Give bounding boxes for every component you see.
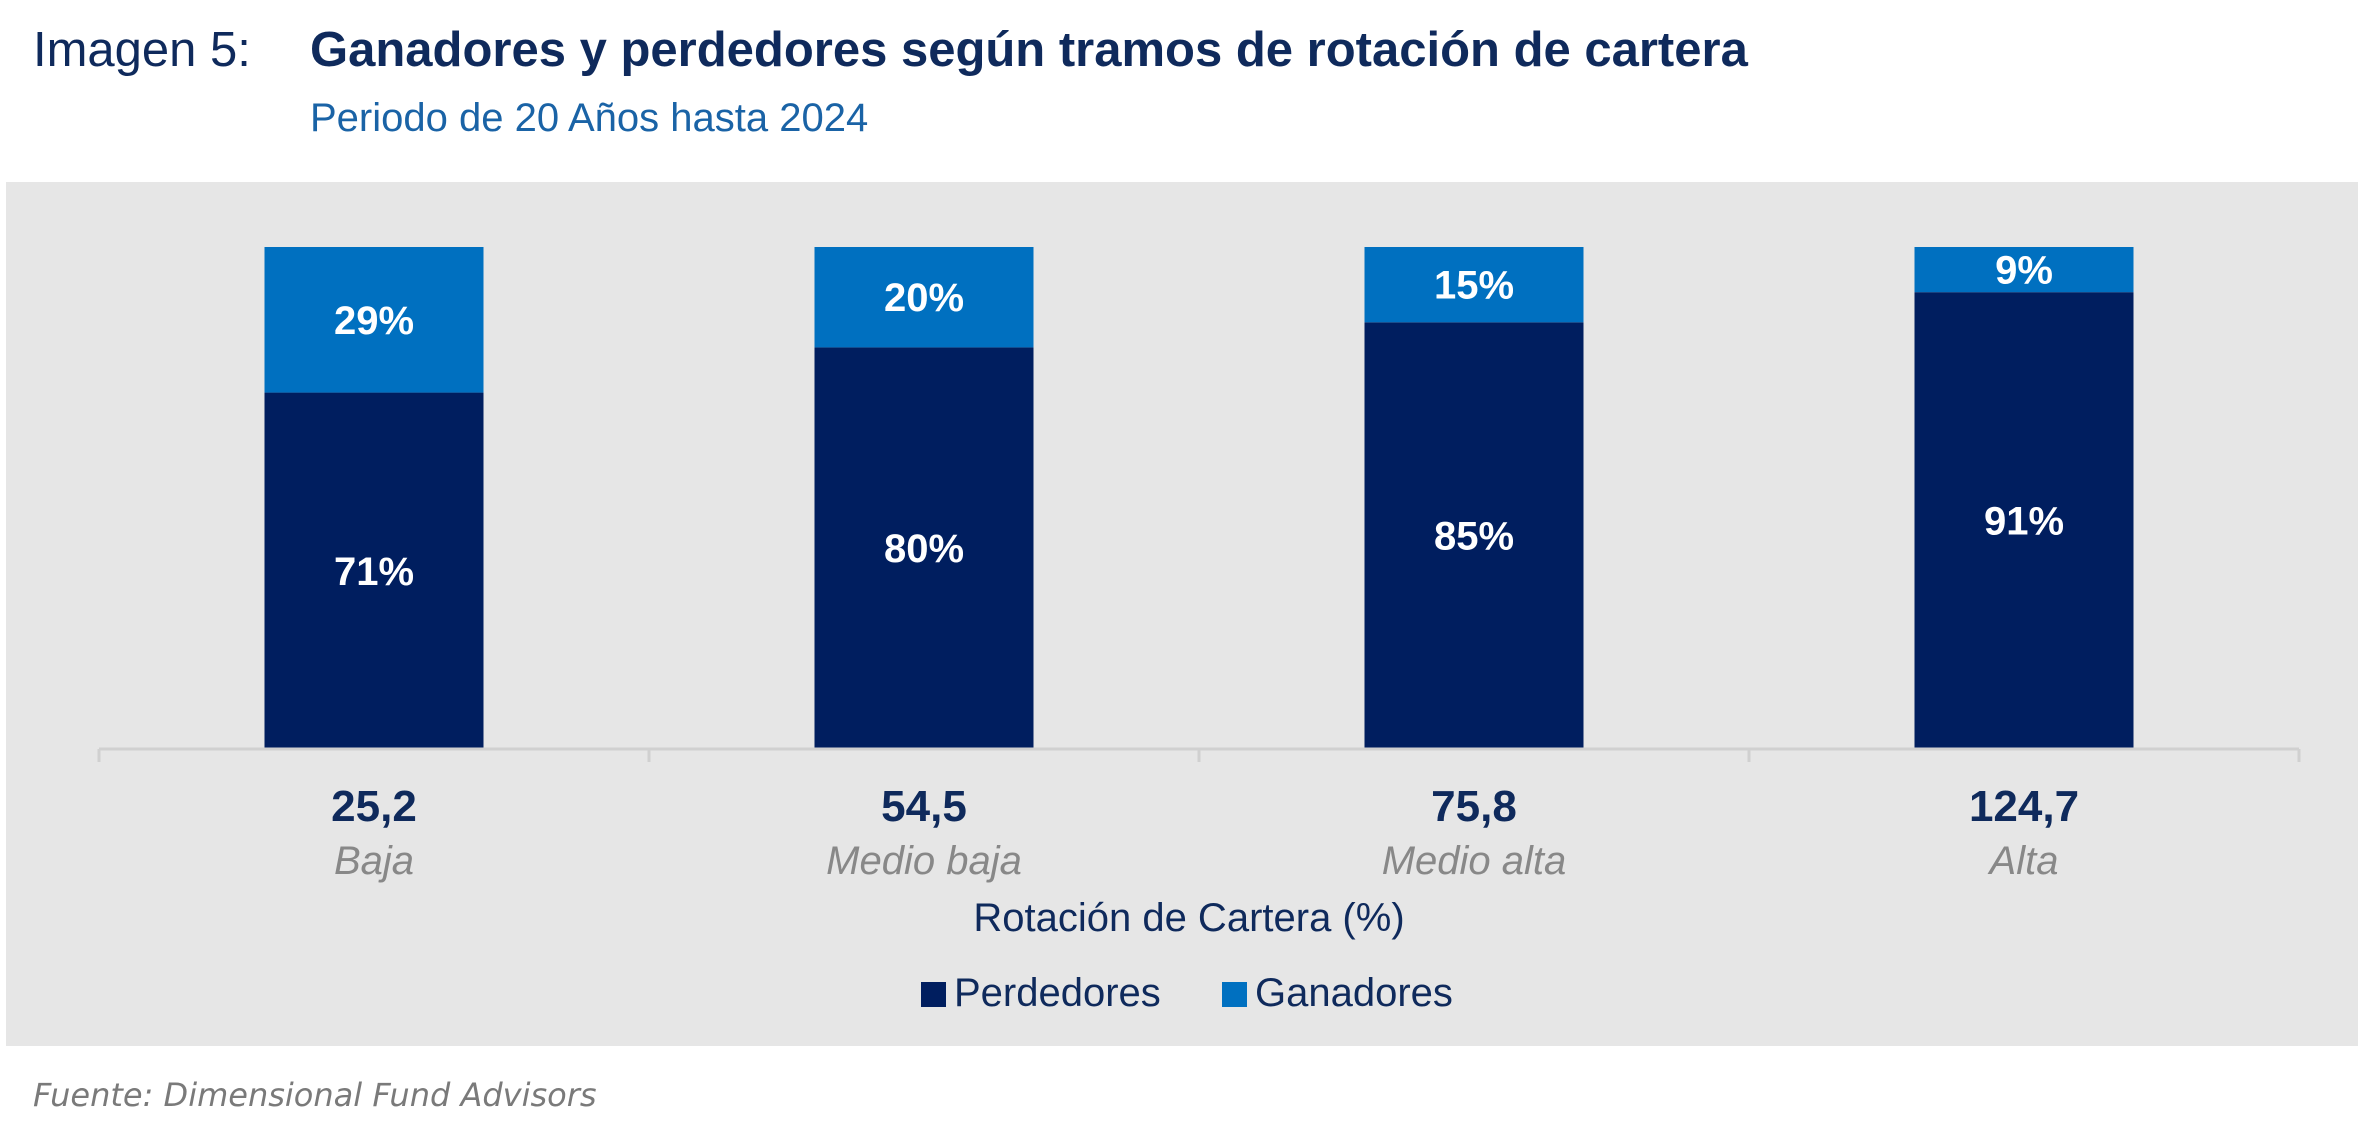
data-label-ganadores-3: 15% (1434, 264, 1514, 308)
stacked-bar-chart: 71% 29% 80% 20% 85% 15% 91% 9% 25,2 Baja 54,5 Medi… (97, 247, 2301, 1015)
bar-perdedores-1 (264, 392, 484, 749)
figure-label: Imagen 5: (33, 23, 251, 77)
legend: Perdedores Ganadores (921, 971, 1453, 1015)
bar-ganadores-4 (1914, 247, 2134, 293)
data-label-perdedores-1: 71% (334, 550, 414, 594)
legend-swatch-ganadores (1222, 982, 1247, 1007)
data-label-perdedores-2: 80% (884, 527, 964, 571)
category-value-3: 75,8 (1431, 782, 1517, 831)
bar-perdedores-4 (1914, 292, 2134, 749)
category-name-1: Baja (334, 839, 414, 883)
chart-header: Imagen 5: Ganadores y perdedores según t… (0, 0, 2358, 180)
legend-label-ganadores: Ganadores (1255, 971, 1453, 1015)
data-label-ganadores-1: 29% (334, 299, 414, 343)
bar-perdedores-3 (1364, 322, 1584, 749)
x-axis (97, 747, 2301, 762)
category-name-4: Alta (1988, 839, 2059, 883)
category-name-3: Medio alta (1382, 839, 1567, 883)
bar-ganadores-1 (264, 247, 484, 393)
x-axis-label: Rotación de Cartera (%) (973, 896, 1404, 940)
chart-subtitle: Periodo de 20 Años hasta 2024 (310, 96, 869, 140)
bars-group: 71% 29% 80% 20% 85% 15% 91% 9% (264, 247, 2134, 749)
category-value-1: 25,2 (331, 782, 417, 831)
bar-perdedores-2 (814, 347, 1034, 749)
legend-swatch-perdedores (921, 982, 946, 1007)
chart-panel: 71% 29% 80% 20% 85% 15% 91% 9% 25,2 Baja 54,5 Medi… (6, 182, 2358, 1046)
bar-ganadores-2 (814, 247, 1034, 348)
data-label-perdedores-4: 91% (1984, 500, 2064, 544)
x-categories: 25,2 Baja 54,5 Medio baja 75,8 Medio alta 124,… (331, 782, 2079, 883)
category-name-2: Medio baja (826, 839, 1022, 883)
category-value-2: 54,5 (881, 782, 967, 831)
data-label-perdedores-3: 85% (1434, 515, 1514, 559)
bar-ganadores-3 (1364, 247, 1584, 323)
data-label-ganadores-2: 20% (884, 276, 964, 320)
source-note: Fuente: Dimensional Fund Advisors (33, 1076, 597, 1114)
legend-label-perdedores: Perdedores (954, 971, 1161, 1015)
category-value-4: 124,7 (1969, 782, 2079, 831)
chart-title: Ganadores y perdedores según tramos de r… (310, 23, 1748, 77)
data-label-ganadores-4: 9% (1995, 249, 2053, 293)
